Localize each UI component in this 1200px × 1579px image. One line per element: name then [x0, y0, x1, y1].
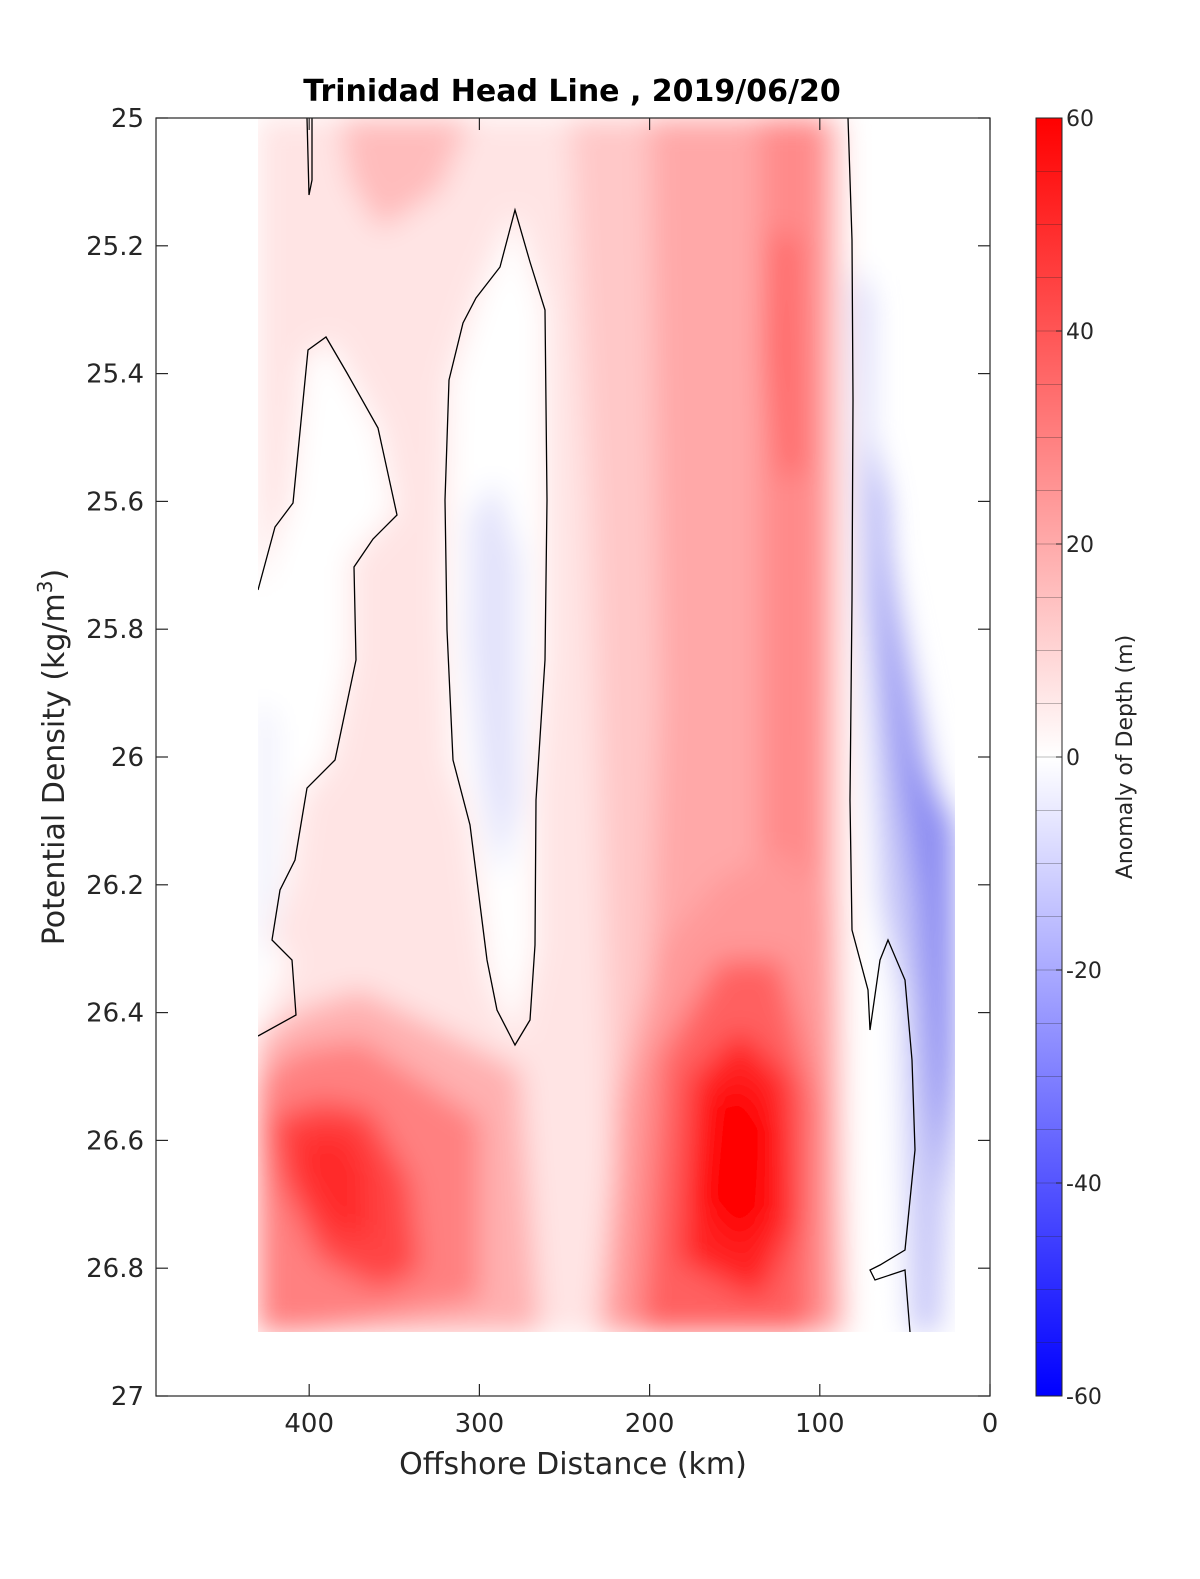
- y-tick-label: 25.4: [86, 360, 144, 390]
- y-axis-label-prefix: Potential Density (kg/m: [37, 593, 72, 945]
- y-tick-label: 25.6: [86, 487, 144, 517]
- x-tick-label: 200: [625, 1409, 675, 1439]
- field-white-offshore: [258, 340, 395, 1030]
- y-tick-label: 25.8: [86, 615, 144, 645]
- chart-title: Trinidad Head Line , 2019/06/20: [303, 74, 840, 109]
- field-coastal-neg-inner: [872, 440, 955, 1200]
- y-axis-label-suffix: ): [37, 569, 72, 581]
- x-tick-label: 0: [982, 1409, 999, 1439]
- y-tick-label: 27: [111, 1382, 144, 1412]
- field-deep-near-hot: [700, 1080, 775, 1250]
- x-tick-label: 400: [284, 1409, 334, 1439]
- y-tick-label: 26.6: [86, 1126, 144, 1156]
- x-axis: 400 300 200 100 0: [284, 118, 998, 1439]
- colorbar-tick-label: -60: [1066, 1385, 1102, 1410]
- y-axis-label-sup: 3: [33, 580, 57, 593]
- field-negative-edge: [258, 700, 275, 980]
- zero-contour-coastal: [847, 118, 916, 1332]
- zero-contour-top-left: [306, 118, 313, 196]
- y-axis: 25 25.2 25.4 25.6 25.8 26 26.2 26.4 26.6 26.8 27: [86, 104, 990, 1412]
- y-tick-label: 26.2: [86, 871, 144, 901]
- colorbar-tick-label: 20: [1066, 533, 1094, 558]
- colorbar-label: Anomaly of Depth (m): [1113, 635, 1138, 879]
- field-deep-offshore-hot: [295, 1130, 370, 1240]
- field-negative-lens: [468, 480, 520, 880]
- zero-contour-mid: [444, 207, 548, 1047]
- field-top-offshore: [340, 118, 470, 230]
- colorbar-levels: [1036, 117, 1062, 1397]
- x-axis-label: Offshore Distance (km): [399, 1447, 747, 1482]
- y-tick-label: 25: [111, 104, 144, 134]
- x-tick-label: 300: [455, 1409, 505, 1439]
- x-tick-label: 100: [795, 1409, 845, 1439]
- colorbar: 60 40 20 0 -20 -40 -60 Anomaly of Depth (m): [1035, 107, 1138, 1410]
- field-band-hot: [765, 230, 805, 480]
- y-tick-label: 26.8: [86, 1254, 144, 1284]
- colorbar-ticks: 60 40 20 0 -20 -40 -60: [1056, 107, 1102, 1410]
- colorbar-tick-label: -40: [1066, 1172, 1102, 1197]
- y-tick-label: 26: [111, 743, 144, 773]
- colorbar-tick-label: 60: [1066, 107, 1094, 132]
- colorbar-tick-label: -20: [1066, 959, 1102, 984]
- y-tick-label: 26.4: [86, 999, 144, 1029]
- y-tick-label: 25.2: [86, 232, 144, 262]
- colorbar-tick-label: 40: [1066, 320, 1094, 345]
- colorbar-tick-label: 0: [1066, 746, 1080, 771]
- zero-contour-offshore: [258, 336, 398, 1037]
- zero-contours: [258, 118, 916, 1332]
- contour-field: [258, 118, 955, 1332]
- y-axis-label: Potential Density (kg/m3): [33, 569, 72, 945]
